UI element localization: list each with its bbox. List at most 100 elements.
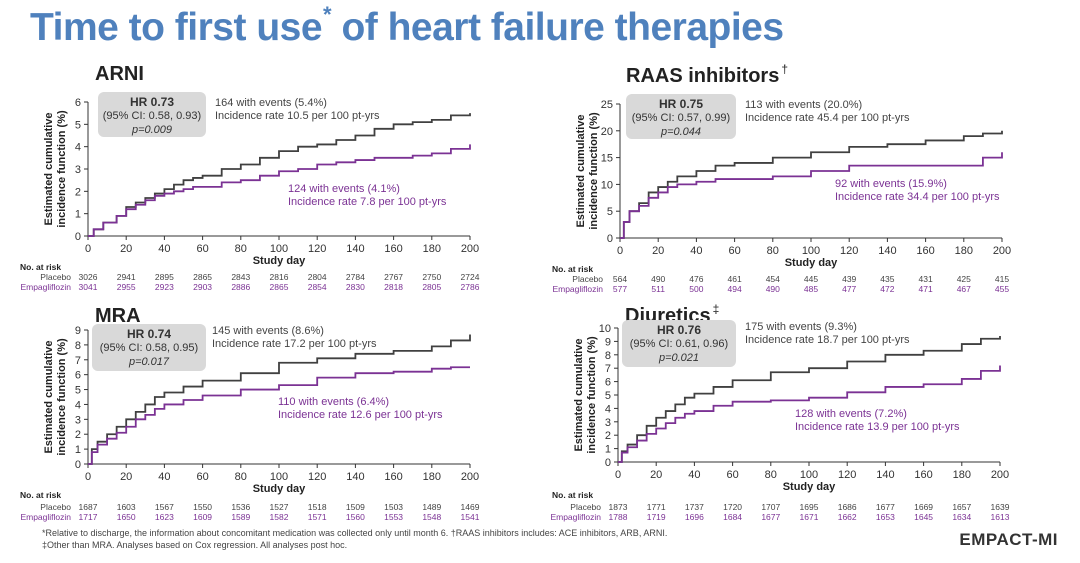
y-axis-label-line2: incidence function (%) [586,336,598,454]
risk-value-empagliflozin: 2854 [307,282,327,292]
hazard-ratio: HR 0.74 [126,327,172,341]
chart-title: ARNI [95,60,146,86]
y-tick-label: 9 [605,336,611,348]
empagliflozin-events: 128 with events (7.2%) [795,408,907,420]
title-main: Time to first use [30,6,323,49]
risk-value-placebo: 1603 [116,502,136,512]
risk-value-placebo: 1503 [384,502,404,512]
risk-label-placebo: Placebo [570,502,601,512]
confidence-interval: (95% CI: 0.61, 0.96) [629,338,729,350]
risk-label-empagliflozin: Empagliflozin [552,284,603,294]
placebo-incidence: Incidence rate 17.2 per 100 pt-yrs [212,338,377,350]
hazard-ratio-box: HR 0.75 (95% CI: 0.57, 0.99) p=0.044 [626,94,736,139]
empagliflozin-annotation: 124 with events (4.1%) Incidence rate 7.8… [288,183,446,209]
risk-value-placebo: 1677 [875,502,895,512]
risk-value-empagliflozin: 1684 [723,512,743,522]
risk-value-placebo: 2767 [384,272,404,282]
y-axis-label-line1: Estimated cumulative [573,338,585,451]
risk-value-empagliflozin: 1653 [875,512,895,522]
risk-value-empagliflozin: 2830 [345,282,365,292]
risk-value-placebo: 1489 [422,502,442,512]
y-tick-label: 5 [605,390,611,402]
risk-value-empagliflozin: 1696 [684,512,704,522]
risk-value-placebo: 1873 [608,502,628,512]
empagliflozin-incidence: Incidence rate 12.6 per 100 pt-yrs [278,409,443,421]
risk-value-placebo: 2724 [460,272,480,282]
y-tick-label: 5 [607,206,613,218]
p-value: p=0.021 [658,352,700,364]
footnote-line-2: ‡Other than MRA. Analyses based on Cox r… [42,540,348,550]
x-tick-label: 160 [384,471,402,483]
y-tick-label: 7 [75,355,81,367]
risk-table-header: No. at risk [552,490,594,500]
placebo-incidence: Incidence rate 10.5 per 100 pt-yrs [215,110,380,122]
title-rest: of heart failure therapies [341,6,784,49]
risk-value-placebo: 415 [994,274,1010,284]
chart-title-footnote-mark: ‡ [712,302,720,316]
x-tick-label: 140 [346,243,364,255]
y-tick-label: 15 [601,153,613,165]
x-tick-label: 180 [423,243,441,255]
risk-label-placebo: Placebo [40,272,71,282]
placebo-incidence: Incidence rate 18.7 per 100 pt-yrs [745,334,910,346]
risk-value-empagliflozin: 467 [956,284,971,294]
series-line-empagliflozin [620,152,1003,239]
risk-value-empagliflozin: 511 [651,284,665,294]
hazard-ratio: HR 0.75 [658,97,704,111]
x-tick-label: 80 [767,245,779,257]
y-tick-label: 2 [75,429,81,441]
empagliflozin-incidence: Incidence rate 7.8 per 100 pt-yrs [288,196,447,208]
risk-value-empagliflozin: 1589 [231,512,251,522]
y-tick-label: 8 [75,340,81,352]
y-tick-label: 0 [75,231,81,243]
risk-label-placebo: Placebo [572,274,603,284]
risk-value-placebo: 439 [842,274,857,284]
p-value: p=0.009 [131,124,173,136]
y-tick-label: 4 [75,142,81,154]
risk-value-empagliflozin: 471 [918,284,933,294]
risk-value-placebo: 1707 [761,502,781,512]
risk-value-placebo: 1469 [460,502,480,512]
risk-value-placebo: 1771 [646,502,666,512]
y-axis-label-line1: Estimated cumulative [43,112,55,225]
x-tick-label: 80 [765,469,777,481]
risk-value-placebo: 1657 [952,502,972,512]
x-tick-label: 80 [235,243,247,255]
risk-value-placebo: 1686 [837,502,857,512]
risk-label-empagliflozin: Empagliflozin [550,512,601,522]
risk-value-placebo: 2895 [154,272,174,282]
risk-value-empagliflozin: 1717 [78,512,98,522]
risk-value-placebo: 1669 [914,502,934,512]
empagliflozin-events: 110 with events (6.4%) [278,396,390,408]
risk-value-placebo: 476 [689,274,704,284]
x-tick-label: 200 [461,243,479,255]
x-tick-label: 60 [726,469,738,481]
risk-value-placebo: 445 [803,274,819,284]
risk-value-placebo: 1737 [684,502,704,512]
risk-value-empagliflozin: 1662 [837,512,857,522]
x-tick-label: 40 [690,245,702,257]
chart-plot: 0 5 10 15 20 25 0 20 40 60 80 100 120 140 160 180 200 Stu… [575,99,1011,269]
x-tick-label: 20 [120,471,132,483]
series-line-placebo [620,130,1003,239]
x-axis-label: Study day [253,483,306,495]
risk-value-placebo: 2784 [345,272,365,282]
y-tick-label: 2 [605,430,611,442]
y-axis-label-line1: Estimated cumulative [43,340,55,453]
risk-value-empagliflozin: 3041 [78,282,98,292]
risk-label-empagliflozin: Empagliflozin [20,512,71,522]
hazard-ratio: HR 0.76 [656,323,702,337]
empagliflozin-annotation: 92 with events (15.9%) Incidence rate 34.… [835,178,999,204]
x-tick-label: 40 [158,471,170,483]
risk-value-empagliflozin: 455 [994,284,1010,294]
y-tick-label: 6 [75,97,81,109]
y-tick-label: 20 [601,126,613,138]
placebo-events: 145 with events (8.6%) [212,325,324,337]
x-tick-label: 200 [991,469,1009,481]
y-tick-label: 8 [605,350,611,362]
risk-value-placebo: 2804 [307,272,327,282]
risk-value-placebo: 425 [956,274,971,284]
risk-value-empagliflozin: 1548 [422,512,442,522]
chart-title-text: RAAS inhibitors [626,65,780,87]
